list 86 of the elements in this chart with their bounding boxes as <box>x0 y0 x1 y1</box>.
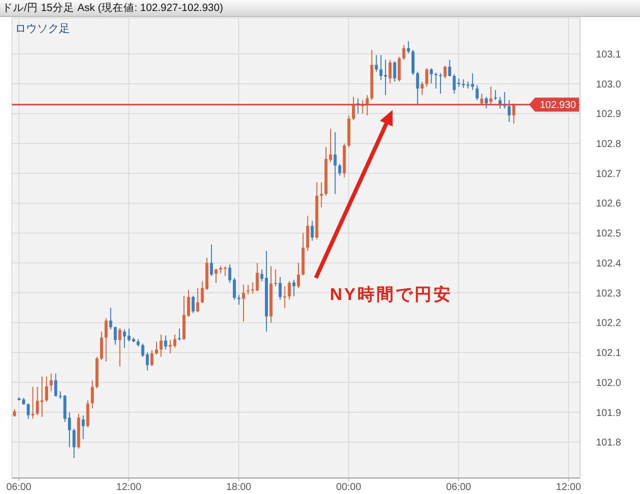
candlestick <box>54 372 58 398</box>
y-tick-label: 101.9 <box>596 408 622 419</box>
candlestick <box>242 284 246 322</box>
candlestick <box>114 326 117 346</box>
candlestick <box>210 244 213 277</box>
candlestick <box>297 262 300 289</box>
candlestick <box>82 414 85 440</box>
chart-title: ドル/円 15分足 Ask (現在値: 102.927-102.930) <box>0 0 640 17</box>
y-tick-label: 102.5 <box>596 228 622 240</box>
candlestick <box>178 328 181 342</box>
candlestick <box>40 376 44 418</box>
candlestick <box>164 335 168 350</box>
candlestick <box>283 286 286 309</box>
candlestick <box>374 54 378 72</box>
candlestick <box>448 59 452 78</box>
chart-subtitle: ロウソク足 <box>15 22 70 36</box>
y-tick-label: 102.0 <box>596 378 622 389</box>
candlestick <box>484 96 488 110</box>
x-tick-label: 12:00 <box>556 482 582 494</box>
candlestick <box>50 372 53 392</box>
candlestick <box>150 350 154 366</box>
x-tick-label: 18:00 <box>226 482 252 494</box>
annotation: NY時間で円安 <box>330 284 453 304</box>
candlestick <box>402 44 406 60</box>
candlestick <box>173 334 176 348</box>
candlestick <box>439 72 442 94</box>
candlestick <box>425 68 428 88</box>
y-tick-label: 102.1 <box>596 348 622 360</box>
candlestick <box>444 65 447 79</box>
candlestick <box>412 49 415 76</box>
x-tick-label: 06:00 <box>446 482 472 494</box>
candlestick <box>406 40 410 54</box>
candlestick <box>494 89 497 101</box>
candlestick <box>72 428 76 458</box>
y-tick-label: 102.8 <box>596 139 622 150</box>
y-tick-label: 103.1 <box>596 49 622 60</box>
candlestick <box>86 400 90 428</box>
candlestick <box>398 56 401 82</box>
candlestick <box>251 282 254 294</box>
candlestick <box>306 215 310 252</box>
y-tick-label: 101.8 <box>596 438 622 449</box>
candlestick <box>109 307 112 330</box>
candlestick <box>489 86 492 106</box>
candlestick <box>118 328 122 368</box>
y-tick-label: 103.0 <box>596 79 622 90</box>
candlestick <box>196 288 200 313</box>
candlestick <box>104 318 108 362</box>
candlestick <box>476 84 479 101</box>
candlestick <box>214 268 218 284</box>
x-tick-label: 00:00 <box>336 482 362 494</box>
candlestick <box>393 60 396 82</box>
candlestick <box>480 93 484 106</box>
candlestick <box>434 72 438 89</box>
candlestick <box>452 74 456 94</box>
candlestick <box>352 96 355 121</box>
candlestick <box>160 334 163 358</box>
candlestick <box>388 59 392 84</box>
x-tick-label: 12:00 <box>116 482 142 494</box>
candlestick <box>512 102 516 124</box>
candlestick <box>278 276 282 300</box>
y-tick-label: 102.2 <box>596 318 622 330</box>
y-tick-label: 102.7 <box>596 168 622 180</box>
candlestick <box>338 163 342 176</box>
y-tick-label: 102.4 <box>596 258 622 270</box>
x-tick-label: 06:00 <box>6 482 32 494</box>
y-tick-label: 102.3 <box>596 288 622 300</box>
y-tick-label: 102.9 <box>596 109 622 120</box>
candlestick <box>45 376 48 402</box>
candlestick <box>90 380 94 409</box>
candlestick <box>26 402 30 420</box>
candlestick <box>155 341 158 356</box>
ref-line-label: 102.930 <box>540 100 576 112</box>
candlestick <box>310 220 314 242</box>
candlestick <box>508 100 511 122</box>
candlestick <box>256 262 259 292</box>
candlestick <box>334 132 337 194</box>
candlestick <box>288 280 291 300</box>
candlestick <box>100 331 104 361</box>
candlestick <box>168 340 172 354</box>
candlestick <box>246 284 250 296</box>
candlestick <box>420 81 424 96</box>
candlestick <box>192 295 195 314</box>
y-tick-label: 102.6 <box>596 198 622 210</box>
candlestick <box>430 68 433 84</box>
candlestick <box>416 71 420 106</box>
candlestick <box>31 386 34 420</box>
